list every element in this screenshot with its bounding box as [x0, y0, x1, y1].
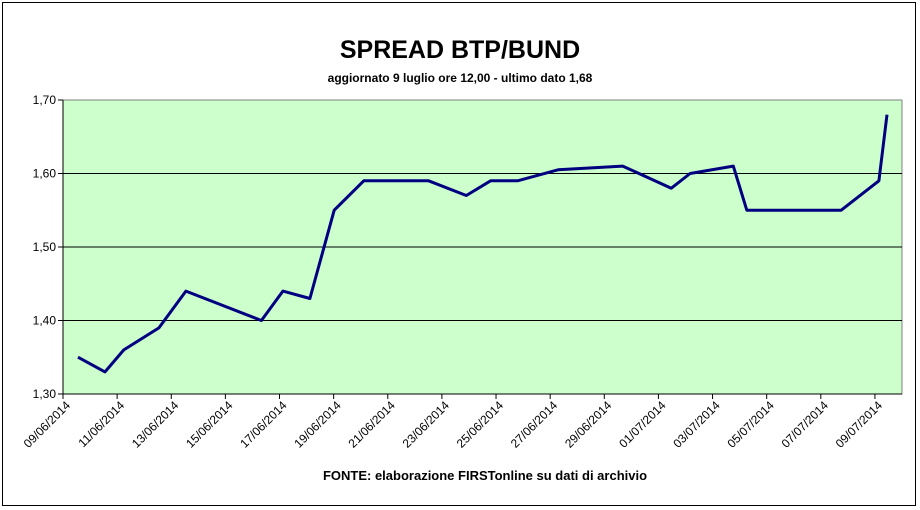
chart-title: SPREAD BTP/BUND — [339, 36, 581, 64]
x-tick-label: 25/06/2014 — [454, 398, 507, 451]
x-tick-label: 13/06/2014 — [129, 398, 182, 451]
x-tick-label: 03/07/2014 — [670, 398, 723, 451]
y-tick-label: 1,40 — [33, 314, 57, 328]
series-line — [77, 114, 889, 374]
y-tick-label: 1,30 — [33, 387, 57, 401]
chart-source: FONTE: elaborazione FIRSTonline su dati … — [322, 468, 648, 483]
x-tick-label: 07/07/2014 — [779, 398, 832, 451]
chart-subtitle: aggiornato 9 luglio ore 12,00 - ultimo d… — [327, 71, 593, 85]
y-tick-label: 1,50 — [33, 240, 57, 254]
series-layer — [77, 114, 889, 374]
x-tick-label: 29/06/2014 — [562, 398, 615, 451]
x-tick-label: 09/06/2014 — [21, 398, 74, 451]
y-tick-label: 1,70 — [33, 93, 57, 107]
x-tick-label: 17/06/2014 — [237, 398, 290, 451]
x-axis-ticks: 09/06/2014 11/06/2014 13/06/2014 15/06/2014… — [21, 394, 886, 451]
gridlines — [63, 173, 902, 321]
x-tick-label: 15/06/2014 — [183, 398, 236, 451]
x-tick-label: 09/07/2014 — [833, 398, 886, 451]
x-tick-label: 23/06/2014 — [400, 398, 453, 451]
x-tick-label: 05/07/2014 — [724, 398, 777, 451]
y-axis-ticks: 1,70 1,60 1,50 1,40 1,30 — [33, 93, 63, 401]
x-tick-label: 27/06/2014 — [508, 398, 561, 451]
x-tick-label: 11/06/2014 — [76, 398, 128, 450]
x-tick-label: 19/06/2014 — [291, 398, 344, 451]
y-tick-label: 1,60 — [33, 167, 57, 181]
x-tick-label: 21/06/2014 — [346, 398, 399, 451]
x-tick-label: 01/07/2014 — [616, 398, 669, 451]
